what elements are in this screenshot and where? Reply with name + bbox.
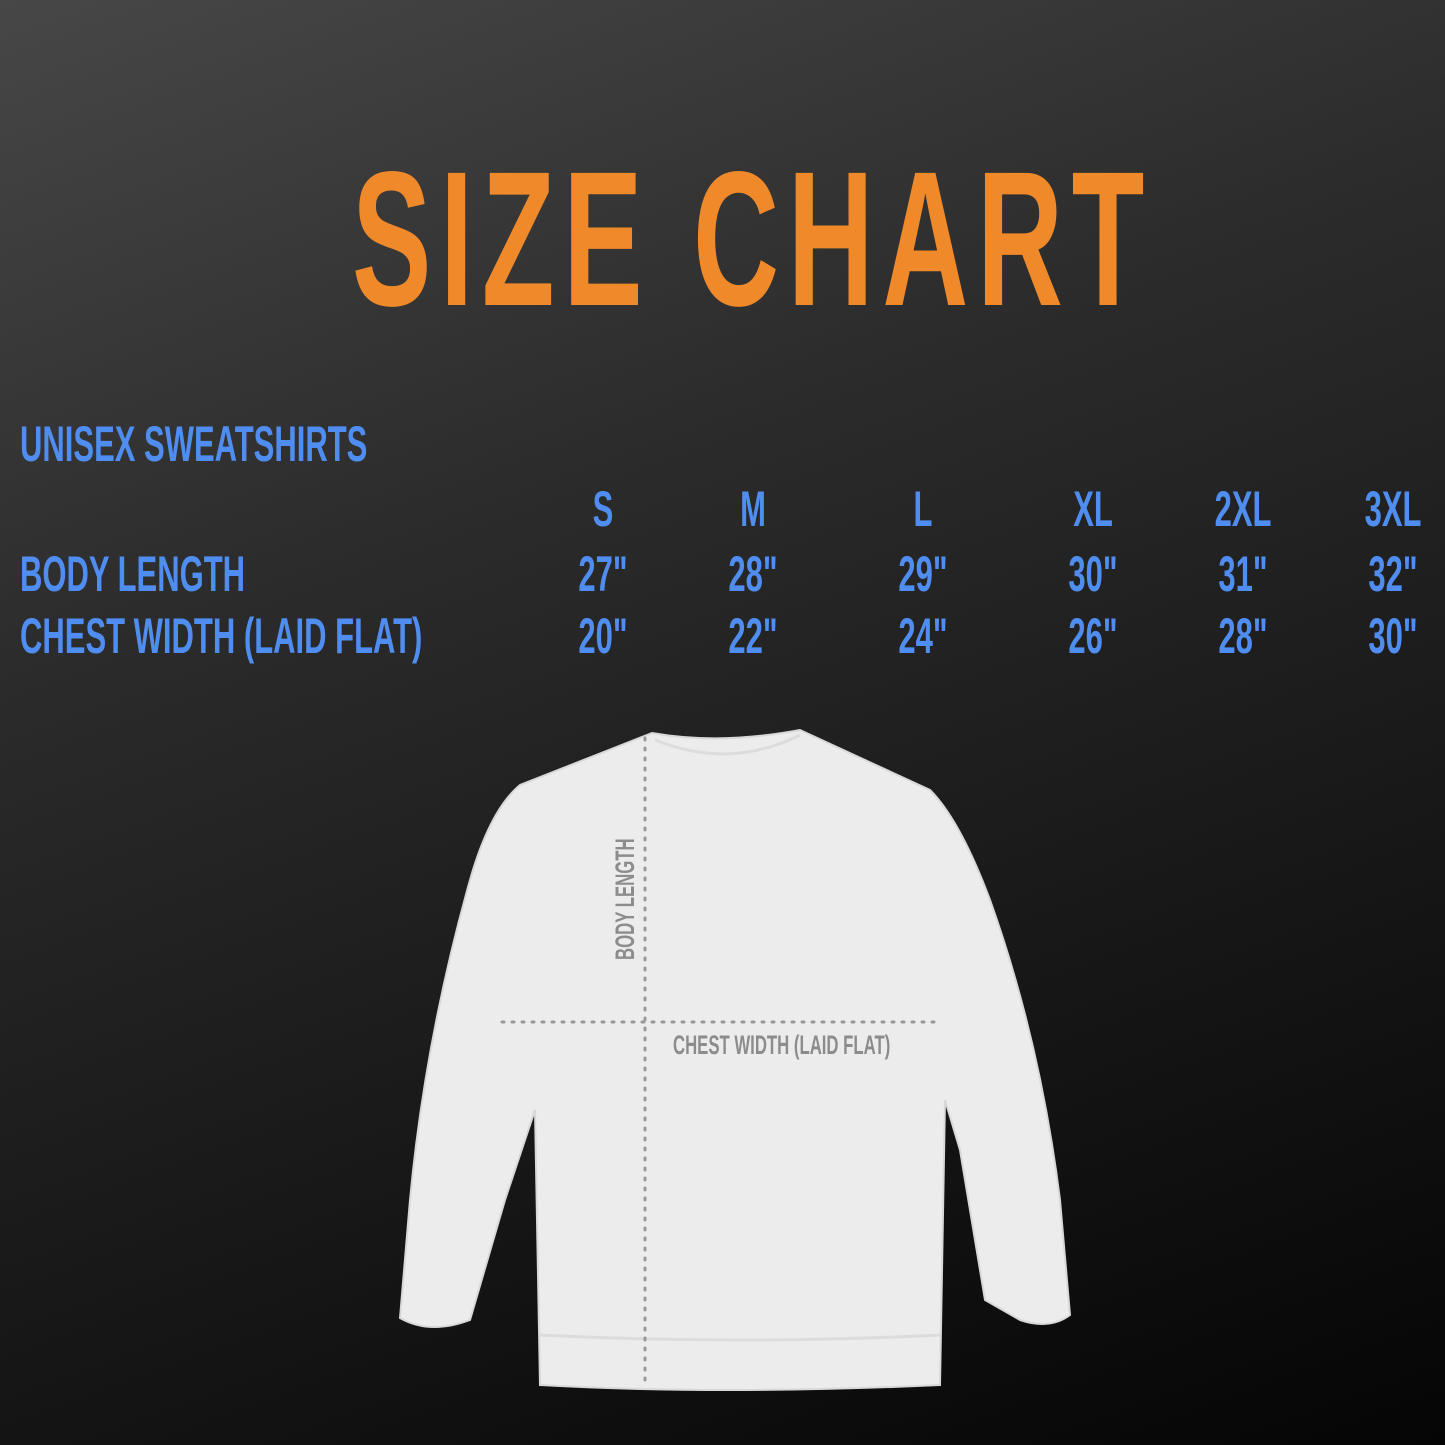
page-title: SIZE CHART — [352, 131, 1154, 346]
table-cell: 32" — [1368, 546, 1418, 602]
body-length-label: BODY LENGTH — [610, 838, 640, 960]
size-header-l: L — [913, 481, 933, 537]
size-header-3xl: 3XL — [1364, 481, 1422, 537]
size-header-m: M — [740, 481, 766, 537]
table-cell: 31" — [1218, 546, 1268, 602]
section-title: UNISEX SWEATSHIRTS — [20, 416, 368, 472]
table-cell: 28" — [1218, 608, 1268, 664]
table-cell: 30" — [1368, 608, 1418, 664]
chest-width-label: CHEST WIDTH (LAID FLAT) — [673, 1030, 891, 1060]
table-cell: 20" — [578, 608, 628, 664]
row-label: BODY LENGTH — [20, 546, 246, 602]
sweatshirt-image — [398, 728, 1072, 1391]
table-cell: 30" — [1068, 546, 1118, 602]
table-cell: 24" — [898, 608, 948, 664]
sweatshirt-hem — [539, 1333, 941, 1342]
table-cell: 22" — [728, 608, 778, 664]
table-cell: 28" — [728, 546, 778, 602]
size-header-xl: XL — [1073, 481, 1113, 537]
size-header-s: S — [592, 481, 614, 537]
table-cell: 27" — [578, 546, 628, 602]
row-label: CHEST WIDTH (LAID FLAT) — [20, 608, 423, 664]
sweatshirt-collar — [654, 733, 801, 756]
table-cell: 26" — [1068, 608, 1118, 664]
size-header-2xl: 2XL — [1214, 481, 1272, 537]
table-cell: 29" — [898, 546, 948, 602]
